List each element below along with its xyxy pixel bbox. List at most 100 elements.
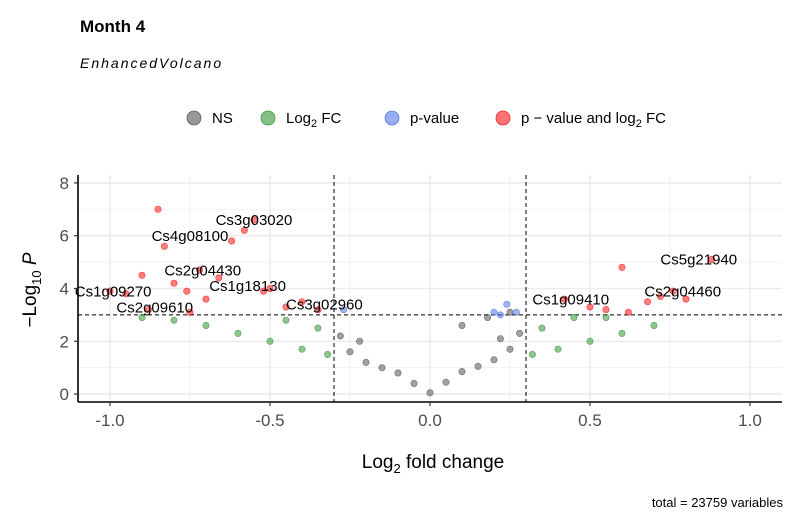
data-point — [170, 279, 178, 287]
tick-labels: -1.0 -0.5 0.0 0.5 1.0 0 2 4 6 8 — [60, 174, 762, 430]
data-point — [186, 308, 194, 316]
data-point — [570, 313, 578, 321]
legend-item-pfc: p − value and log2 FC — [495, 110, 666, 130]
legend: NS Log2 FC p-value p − value and log2 FC — [186, 110, 666, 130]
data-point — [506, 345, 514, 353]
data-point — [516, 329, 524, 337]
y-axis-title: −Log10 P — [20, 252, 44, 328]
data-point — [538, 324, 546, 332]
data-point — [356, 337, 364, 345]
axes — [74, 175, 782, 406]
data-point — [196, 266, 204, 274]
legend-swatch — [186, 110, 202, 126]
data-point — [458, 321, 466, 329]
data-point — [240, 226, 248, 234]
data-point — [484, 313, 492, 321]
data-point — [183, 287, 191, 295]
data-point — [234, 329, 242, 337]
legend-label: p − value and log2 FC — [521, 110, 666, 130]
gene-label: Cs3g02960 — [286, 297, 363, 314]
data-point — [378, 364, 386, 372]
data-point — [624, 308, 632, 316]
data-point — [618, 263, 626, 271]
data-point — [426, 389, 434, 397]
y-tick-label: 4 — [60, 280, 69, 299]
data-point — [340, 306, 348, 314]
data-point — [528, 350, 536, 358]
legend-item-p: p-value — [384, 110, 459, 127]
data-point — [474, 362, 482, 370]
data-point — [362, 358, 370, 366]
legend-label: NS — [212, 110, 233, 127]
x-tick-label: -0.5 — [255, 411, 284, 430]
data-point — [602, 306, 610, 314]
data-point — [266, 337, 274, 345]
data-point — [202, 321, 210, 329]
data-point — [138, 313, 146, 321]
data-point — [602, 313, 610, 321]
data-point — [644, 298, 652, 306]
gene-label: Cs1g18130 — [209, 278, 286, 295]
legend-swatch — [495, 110, 511, 126]
data-point — [298, 298, 306, 306]
data-point — [144, 306, 152, 314]
data-point — [669, 287, 677, 295]
data-point — [496, 335, 504, 343]
data-point — [250, 216, 258, 224]
chart-subtitle: EnhancedVolcano — [80, 55, 223, 71]
data-point — [586, 337, 594, 345]
data-point — [512, 308, 520, 316]
data-point — [106, 287, 114, 295]
data-point — [260, 287, 268, 295]
data-point — [282, 316, 290, 324]
data-point — [490, 308, 498, 316]
gene-label: Cs1g09270 — [75, 283, 152, 300]
data-point — [266, 284, 274, 292]
gene-label: Cs3g03020 — [216, 212, 293, 229]
y-tick-label: 8 — [60, 174, 69, 193]
data-point — [490, 356, 498, 364]
data-point — [496, 311, 504, 319]
data-point — [324, 350, 332, 358]
data-point — [228, 237, 236, 245]
data-point — [160, 242, 168, 250]
y-tick-label: 0 — [60, 385, 69, 404]
data-point — [215, 274, 223, 282]
data-point — [442, 378, 450, 386]
data-point — [586, 303, 594, 311]
data-point — [154, 205, 162, 213]
x-tick-label: -1.0 — [95, 411, 124, 430]
data-point — [346, 348, 354, 356]
data-point — [410, 379, 418, 387]
gene-label: Cs5g21940 — [660, 252, 737, 269]
data-point — [122, 290, 130, 298]
data-point — [170, 316, 178, 324]
legend-swatch — [260, 110, 276, 126]
data-point — [560, 295, 568, 303]
data-point — [298, 345, 306, 353]
data-point — [708, 255, 716, 263]
data-point — [394, 369, 402, 377]
gene-label: Cs2g04460 — [644, 283, 721, 300]
data-point — [656, 292, 664, 300]
y-tick-label: 2 — [60, 332, 69, 351]
data-point — [138, 271, 146, 279]
legend-swatch — [384, 110, 400, 126]
legend-label: Log2 FC — [286, 110, 341, 130]
x-tick-label: 1.0 — [738, 411, 762, 430]
caption: total = 23759 variables — [652, 495, 784, 510]
data-point — [458, 368, 466, 376]
gene-label: Cs2g09610 — [116, 299, 193, 316]
legend-label: p-value — [410, 110, 459, 127]
x-tick-label: 0.5 — [578, 411, 602, 430]
data-point — [506, 308, 514, 316]
data-point — [682, 295, 690, 303]
data-point — [554, 345, 562, 353]
data-point — [202, 295, 210, 303]
data-point — [336, 332, 344, 340]
data-point — [314, 306, 322, 314]
chart-title: Month 4 — [80, 17, 146, 36]
gene-label: Cs1g09410 — [532, 291, 609, 308]
y-tick-label: 6 — [60, 227, 69, 246]
